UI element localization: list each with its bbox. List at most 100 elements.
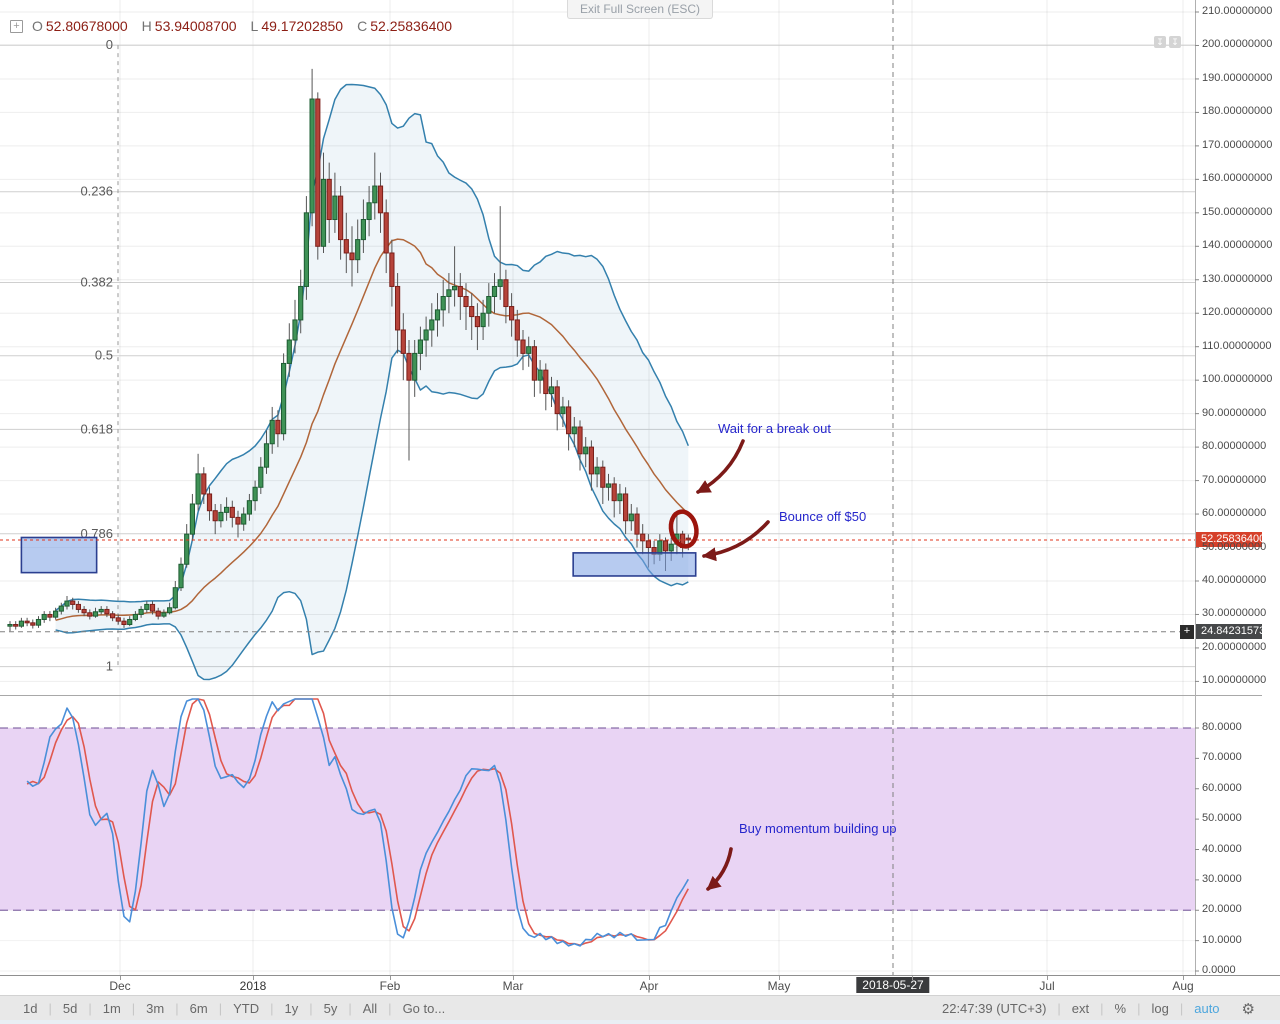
auto-scale-button[interactable]: auto <box>1194 1001 1220 1016</box>
candle <box>526 346 532 354</box>
stochastic-lines <box>26 698 690 947</box>
candle <box>685 537 691 541</box>
range-button-1y[interactable]: 1y <box>284 1000 299 1016</box>
candle <box>543 369 549 395</box>
candle <box>178 563 184 589</box>
support-zone-rect[interactable] <box>20 536 98 574</box>
range-button-5y[interactable]: 5y <box>323 1000 338 1016</box>
log-scale-button[interactable]: log <box>1151 1001 1169 1016</box>
range-button-1m[interactable]: 1m <box>102 1000 121 1016</box>
crosshair-date-tag: 2018-05-27 <box>856 977 930 993</box>
price-tick-label: 160.00000000 <box>1202 172 1273 185</box>
annotation-arrow[interactable] <box>706 847 733 891</box>
time-axis[interactable]: 2018-05-27 Dec 2018 Feb Mar Apr May Jul Aug <box>0 975 1280 995</box>
candle <box>98 608 104 613</box>
separator: | <box>1057 1001 1061 1016</box>
open-value: 52.80678000 <box>45 18 128 34</box>
price-tick-label: 130.00000000 <box>1202 272 1273 285</box>
time-axis-tick <box>253 976 254 980</box>
download-pane-icon[interactable]: ↧ <box>1169 36 1181 48</box>
price-tick-label: 10.00000000 <box>1202 674 1267 687</box>
separator: | <box>175 1000 179 1016</box>
candle <box>70 600 76 605</box>
annotation-arrow[interactable] <box>702 520 770 562</box>
price-tick-label: 60.00000000 <box>1202 507 1267 520</box>
highlight-circle[interactable] <box>668 509 700 549</box>
candle <box>588 446 594 475</box>
candle <box>7 624 13 627</box>
candle <box>417 339 423 354</box>
candle <box>560 406 566 415</box>
stochastic-band <box>0 727 1195 911</box>
candle <box>127 618 133 626</box>
annotation-arrow[interactable] <box>696 439 745 494</box>
range-button-all[interactable]: All <box>362 1000 378 1016</box>
candle <box>115 617 121 622</box>
time-axis-label: Feb <box>379 979 401 993</box>
candle <box>309 98 315 214</box>
percent-scale-button[interactable]: % <box>1114 1001 1127 1016</box>
candle <box>138 608 144 615</box>
clock[interactable]: 22:47:39 (UTC+3) <box>941 1001 1047 1016</box>
candle <box>338 195 344 241</box>
price-tick-label: 210.00000000 <box>1202 5 1273 17</box>
time-axis-label: Mar <box>502 979 524 993</box>
support-zone-rect[interactable] <box>572 552 697 577</box>
bollinger-bands <box>55 83 689 681</box>
download-pane-icon[interactable]: ↧ <box>1154 36 1166 48</box>
range-button-6m[interactable]: 6m <box>189 1000 208 1016</box>
candle <box>497 279 503 287</box>
candle <box>303 212 309 287</box>
time-axis-tick <box>1183 976 1184 980</box>
candle <box>452 285 458 291</box>
separator: | <box>218 1000 223 1016</box>
range-button-1d[interactable]: 1d <box>23 1000 38 1016</box>
fib-level-label: 0.618 <box>80 421 113 436</box>
candle <box>326 178 332 221</box>
candle <box>594 466 600 475</box>
candle <box>668 543 674 552</box>
separator: | <box>1100 1001 1104 1016</box>
candle <box>605 483 612 488</box>
price-tick-label: 100.00000000 <box>1202 373 1273 386</box>
extended-hours-button[interactable]: ext <box>1071 1001 1090 1016</box>
range-button-ytd[interactable]: YTD <box>233 1000 260 1016</box>
indicator-tick-label: 20.0000 <box>1202 903 1242 916</box>
candle <box>121 620 127 626</box>
candle <box>360 219 366 241</box>
price-tick-label: 170.00000000 <box>1202 138 1273 151</box>
candle <box>491 285 498 297</box>
add-alert-plus-button[interactable]: + <box>1180 624 1194 639</box>
time-axis-label: May <box>767 979 791 993</box>
candle <box>474 316 480 328</box>
indicator-tick-label: 0.0000 <box>1202 964 1236 976</box>
candle <box>292 319 298 341</box>
candle <box>87 612 93 617</box>
time-axis-tick <box>120 976 121 980</box>
plus-box-icon[interactable]: + <box>10 19 23 33</box>
price-tick-label: 40.00000000 <box>1202 573 1267 586</box>
pane-borders <box>0 0 1262 975</box>
candle <box>480 312 486 328</box>
range-button-5d[interactable]: 5d <box>62 1000 78 1016</box>
candle <box>92 611 99 617</box>
candle <box>320 178 327 247</box>
candlesticks <box>7 68 691 632</box>
candle <box>81 608 87 614</box>
range-button-go-to-[interactable]: Go to... <box>402 1000 446 1016</box>
range-button-3m[interactable]: 3m <box>146 1000 165 1016</box>
low-label: L <box>250 18 259 34</box>
annotation-buy-momentum[interactable]: Buy momentum building up <box>739 821 897 836</box>
candle <box>315 98 321 247</box>
gear-icon[interactable]: ⚙ <box>1241 1000 1255 1018</box>
candle <box>554 386 560 415</box>
annotation-wait-breakout[interactable]: Wait for a break out <box>718 421 831 436</box>
separator: | <box>88 1000 92 1016</box>
candle <box>372 185 378 204</box>
candle <box>155 610 161 617</box>
annotation-bounce-off-50[interactable]: Bounce off $50 <box>779 509 867 524</box>
candle <box>463 295 469 308</box>
